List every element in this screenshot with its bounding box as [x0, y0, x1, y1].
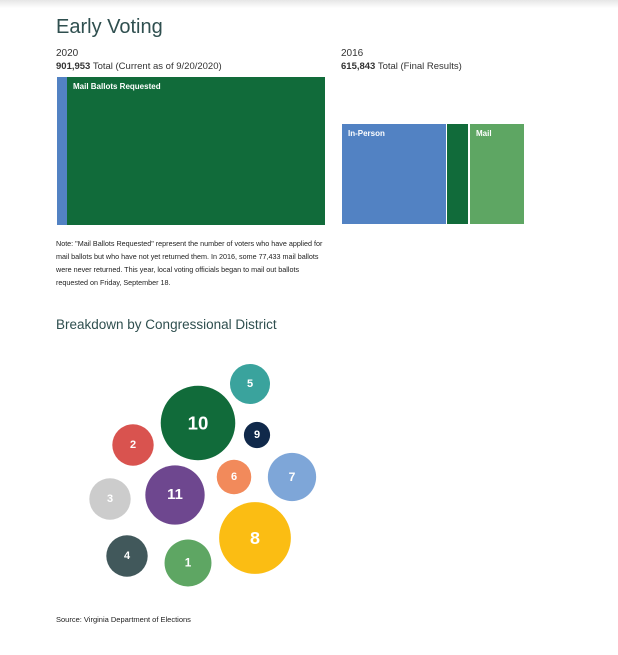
district-label-9: 9 [254, 429, 260, 441]
bar-2020-in-person[interactable] [57, 77, 67, 225]
district-label-5: 5 [247, 378, 253, 390]
district-label-6: 6 [231, 471, 237, 483]
total-2016: 615,843 Total (Final Results) [341, 61, 462, 72]
district-bubble-8[interactable] [219, 502, 291, 574]
bar-2016-mail-unreturned[interactable] [447, 124, 468, 224]
total-2016-suffix: Total (Final Results) [377, 61, 462, 72]
district-bubble-11[interactable] [145, 465, 205, 525]
district-bubble-1[interactable] [164, 539, 212, 587]
district-label-7: 7 [289, 470, 296, 484]
note-text: Note: "Mail Ballots Requested" represent… [56, 239, 323, 287]
district-label-3: 3 [107, 493, 113, 505]
bar-2016-mail-label: Mail [476, 129, 492, 138]
district-label-4: 4 [124, 550, 131, 562]
bar-2016-mail[interactable]: Mail [470, 124, 524, 224]
district-label-2: 2 [130, 439, 136, 451]
bar-2020-mail-requested-label: Mail Ballots Requested [73, 82, 161, 91]
total-2020: 901,953 Total (Current as of 9/20/2020) [56, 61, 222, 72]
bar-2016-in-person-label: In-Person [348, 129, 385, 138]
district-bubble-6[interactable] [216, 459, 252, 495]
total-2016-value: 615,843 [341, 61, 376, 72]
district-bubble-2[interactable] [112, 424, 154, 466]
total-2020-suffix: Total (Current as of 9/20/2020) [92, 61, 222, 72]
district-bubble-10[interactable] [160, 385, 236, 461]
year-2020-label: 2020 [56, 48, 79, 59]
district-label-8: 8 [250, 528, 260, 548]
district-label-1: 1 [185, 557, 192, 570]
district-label-10: 10 [188, 413, 209, 434]
year-2016-label: 2016 [341, 48, 364, 59]
bar-2016-in-person[interactable]: In-Person [342, 124, 446, 224]
district-label-11: 11 [167, 487, 183, 503]
page-title: Early Voting [56, 16, 163, 38]
bar-2020-mail-requested[interactable]: Mail Ballots Requested [67, 77, 325, 225]
section-subtitle: Breakdown by Congressional District [56, 317, 277, 332]
district-bubble-9[interactable] [243, 421, 271, 449]
source-note: Source: Virginia Department of Elections [56, 615, 191, 624]
district-bubble-7[interactable] [267, 452, 317, 502]
district-bubble-5[interactable] [229, 363, 271, 405]
district-bubble-3[interactable] [89, 478, 131, 520]
total-2020-value: 901,953 [56, 61, 91, 72]
top-shadow-bar [0, 0, 618, 8]
district-bubble-4[interactable] [106, 535, 148, 577]
